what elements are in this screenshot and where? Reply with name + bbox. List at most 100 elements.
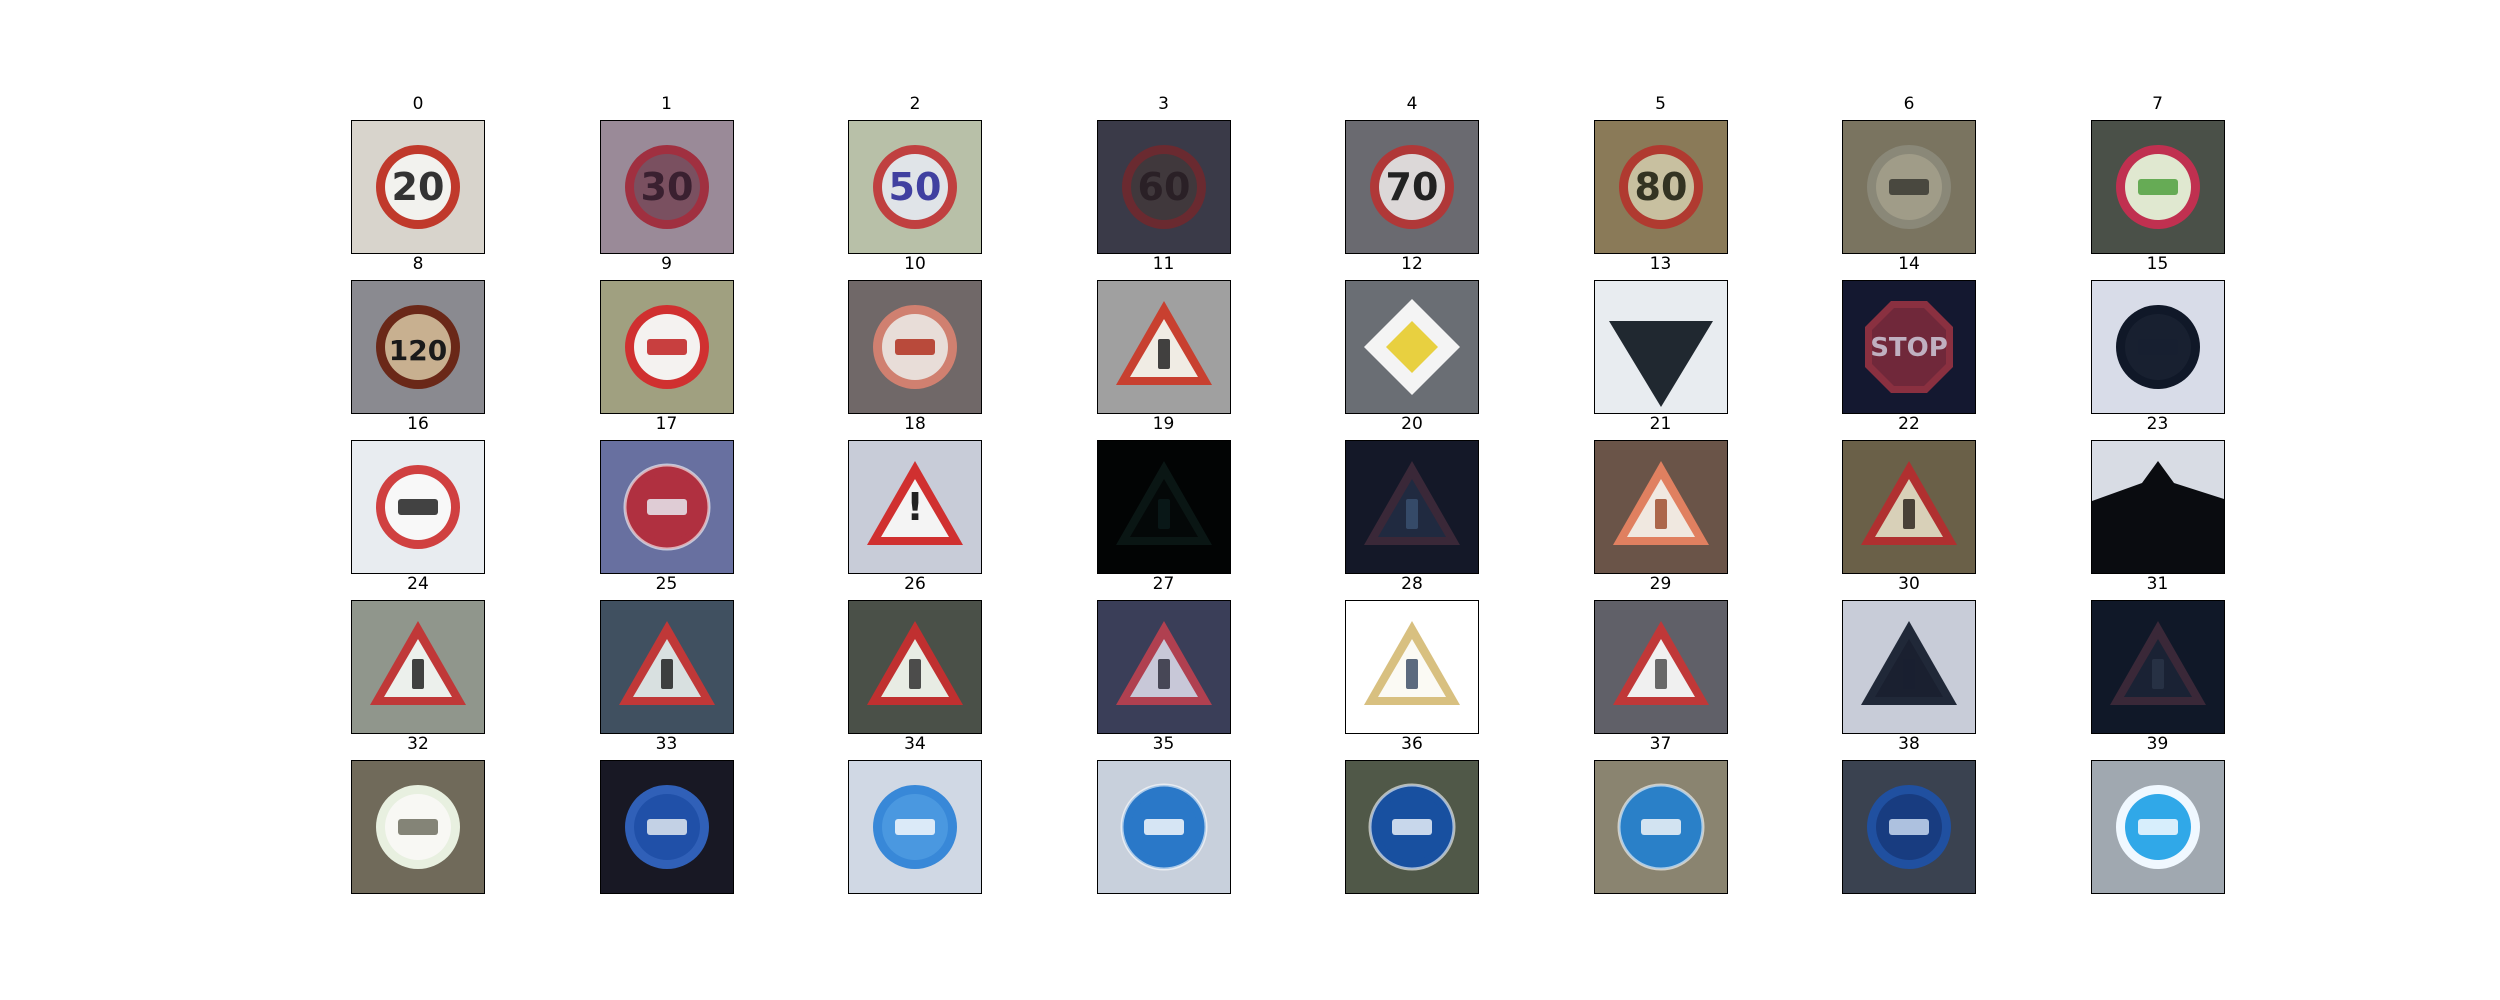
ahead-only-sign-image [1097, 761, 1230, 893]
end-all-limits-sign-image [352, 761, 484, 893]
traffic-signals-sign-image [849, 601, 981, 733]
panel-title: 15 [2146, 254, 2169, 274]
no-entry-sign-image [600, 441, 733, 573]
speed-limit-80-sign-image: 80 [1594, 121, 1727, 253]
traffic-sign-thumbnail [599, 600, 734, 734]
speed-limit-60-sign-image: 60 [1097, 121, 1230, 253]
traffic-sign-thumbnail [351, 600, 485, 734]
stop-sign-image: STOP [1843, 281, 1975, 413]
sign-text: 20 [392, 165, 445, 209]
no-trucks-sign-image [352, 441, 484, 573]
sign-text: 120 [389, 334, 447, 367]
bicycles-crossing-sign-image [1594, 601, 1727, 733]
general-caution-sign-image: ! [849, 441, 981, 573]
traffic-sign-thumbnail [1842, 600, 1976, 734]
traffic-sign-thumbnail [2090, 760, 2225, 894]
traffic-sign-thumbnail [2090, 440, 2225, 574]
traffic-sign-thumbnail [1096, 440, 1231, 574]
sign-text: ! [906, 485, 923, 529]
panel-title: 17 [655, 414, 678, 434]
panel-title: 21 [1649, 414, 1672, 434]
traffic-sign-thumbnail [848, 600, 982, 734]
children-crossing-sign-image [1346, 601, 1478, 733]
panel-title: 23 [2146, 414, 2169, 434]
traffic-sign-thumbnail: 20 [351, 120, 485, 254]
speed-limit-120-sign-image: 120 [352, 281, 484, 413]
panel-title: 0 [412, 94, 424, 114]
traffic-sign-thumbnail [2090, 280, 2225, 414]
traffic-sign-thumbnail [1345, 760, 1479, 894]
panel-title: 8 [412, 254, 424, 274]
traffic-sign-thumbnail [1096, 280, 1231, 414]
traffic-sign-thumbnail: 120 [351, 280, 485, 414]
go-straight-or-left-sign-image [1594, 761, 1727, 893]
bumpy-road-sign-image [1843, 441, 1975, 573]
panel-title: 37 [1649, 734, 1672, 754]
panel-title: 12 [1401, 254, 1423, 274]
panel-title: 13 [1649, 254, 1672, 274]
traffic-sign-thumbnail [351, 440, 485, 574]
no-vehicles-sign-image [2091, 281, 2224, 413]
go-straight-or-right-sign-image [1346, 761, 1478, 893]
panel-title: 14 [1898, 254, 1920, 274]
panel-title: 26 [904, 574, 926, 594]
traffic-sign-thumbnail [1593, 760, 1728, 894]
road-narrows-sign-image [352, 601, 484, 733]
traffic-sign-thumbnail [1593, 280, 1728, 414]
panel-title: 19 [1152, 414, 1175, 434]
turn-right-ahead-sign-image [600, 761, 733, 893]
right-of-way-sign-image [1097, 281, 1230, 413]
sign-text: 70 [1386, 165, 1439, 209]
panel-title: 11 [1152, 254, 1175, 274]
keep-left-sign-image [2091, 761, 2224, 893]
sign-text: 80 [1634, 165, 1687, 209]
panel-title: 28 [1401, 574, 1423, 594]
sign-text: 30 [640, 165, 693, 209]
road-work-sign-image [600, 601, 733, 733]
turn-left-ahead-sign-image [849, 761, 981, 893]
wild-animals-sign-image [2091, 601, 2224, 733]
traffic-sign-thumbnail [848, 760, 982, 894]
panel-title: 24 [407, 574, 429, 594]
traffic-sign-thumbnail: 50 [848, 120, 982, 254]
panel-title: 10 [904, 254, 926, 274]
traffic-sign-thumbnail [1842, 440, 1976, 574]
traffic-sign-thumbnail: 30 [599, 120, 734, 254]
panel-title: 5 [1655, 94, 1666, 114]
panel-title: 29 [1649, 574, 1672, 594]
traffic-sign-thumbnail: 80 [1593, 120, 1728, 254]
traffic-sign-thumbnail [1345, 280, 1479, 414]
panel-title: 38 [1898, 734, 1920, 754]
traffic-sign-thumbnail [351, 760, 485, 894]
curve-right-sign-image [1346, 441, 1478, 573]
panel-title: 3 [1158, 94, 1169, 114]
traffic-sign-thumbnail [1593, 440, 1728, 574]
traffic-sign-thumbnail [599, 280, 734, 414]
traffic-sign-thumbnail [599, 760, 734, 894]
panel-title: 20 [1401, 414, 1423, 434]
no-passing-trucks-sign-image [849, 281, 981, 413]
panel-title: 27 [1152, 574, 1175, 594]
panel-title: 6 [1903, 94, 1915, 114]
sign-text: STOP [1870, 333, 1948, 363]
traffic-sign-thumbnail [2090, 120, 2225, 254]
traffic-sign-thumbnail [848, 280, 982, 414]
beware-ice-snow-sign-image [1843, 601, 1975, 733]
panel-title: 33 [655, 734, 678, 754]
no-passing-sign-image [600, 281, 733, 413]
slippery-road-sign-image [2091, 441, 2224, 573]
traffic-sign-thumbnail: 60 [1096, 120, 1231, 254]
end-speed-limit-80-sign-image [1843, 121, 1975, 253]
panel-title: 25 [655, 574, 678, 594]
traffic-sign-thumbnail [1096, 600, 1231, 734]
traffic-sign-thumbnail: ! [848, 440, 982, 574]
speed-limit-50-sign-image: 50 [849, 121, 981, 253]
panel-title: 1 [661, 94, 672, 114]
traffic-sign-thumbnail [2090, 600, 2225, 734]
panel-title: 35 [1152, 734, 1175, 754]
panel-title: 32 [407, 734, 429, 754]
traffic-sign-thumbnail [1593, 600, 1728, 734]
traffic-sign-thumbnail [1345, 440, 1479, 574]
pedestrians-sign-image [1097, 601, 1230, 733]
